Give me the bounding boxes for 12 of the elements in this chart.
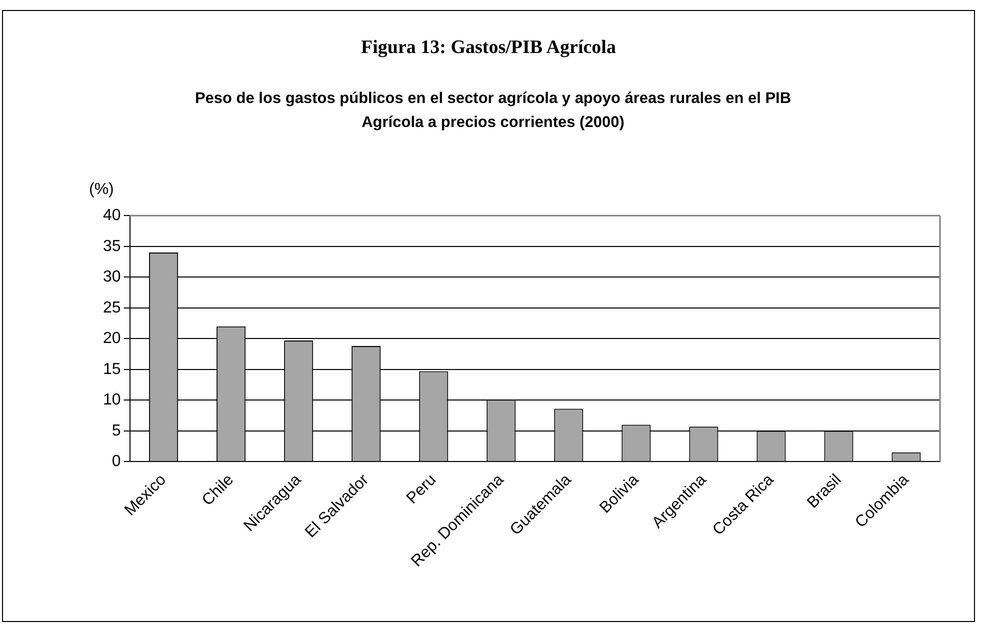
y-tick-label: 25 [103, 299, 121, 316]
y-tick-label: 30 [103, 268, 121, 286]
y-tick-label: 5 [112, 422, 121, 440]
y-tick-label: 35 [103, 238, 121, 255]
y-tick-label: 20 [103, 330, 121, 348]
chart-subtitle: Peso de los gastos públicos en el sector agrícola y apoyo áreas rurales en el PIB Agrícola a precios corrientes (2000) [194, 89, 792, 133]
chart-title: Figura 13: Gastos/PIB Agrícola [360, 37, 617, 59]
y-tick-label: 10 [103, 392, 121, 409]
y-tick-label: 0 [112, 453, 121, 470]
y-tick-label: 40 [103, 207, 121, 224]
y-axis-title: (%) [89, 181, 114, 199]
y-tick-label: 15 [103, 360, 121, 378]
